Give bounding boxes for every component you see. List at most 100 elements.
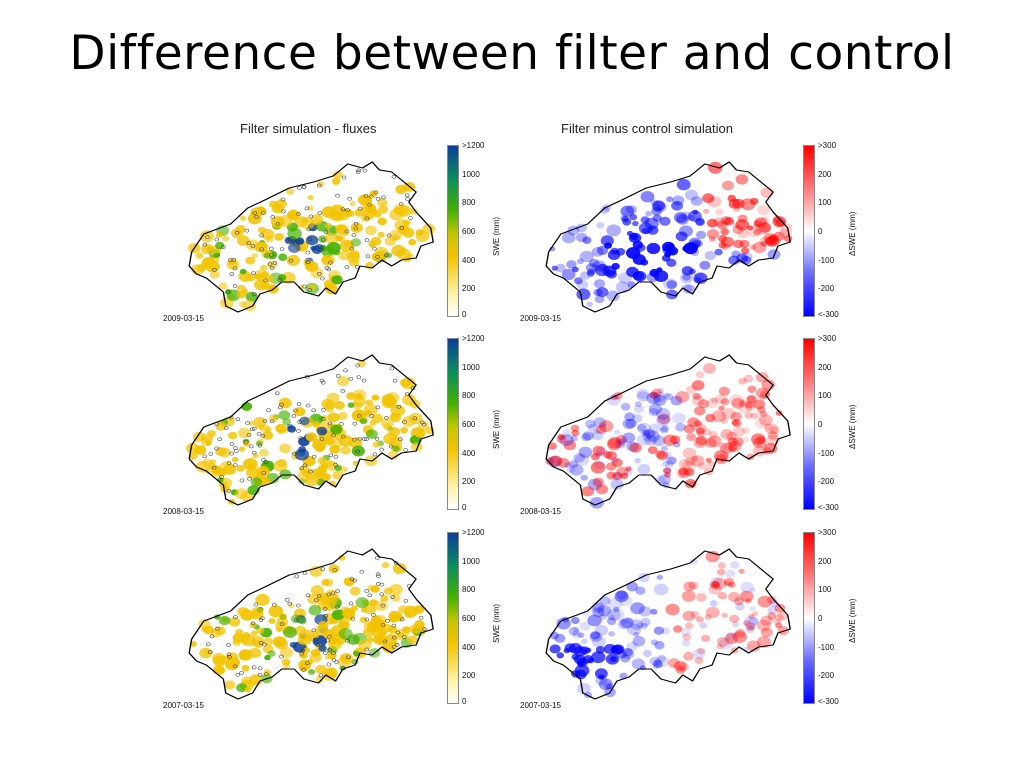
station-marker (305, 593, 311, 598)
map-shading-patch (632, 636, 646, 647)
map-shading-patch (566, 466, 576, 474)
map-shading-patch (620, 472, 629, 480)
station-marker (375, 196, 381, 201)
map-shading-patch (277, 274, 287, 282)
map-shading-patch (582, 431, 594, 441)
map-shading-patch (606, 394, 621, 406)
map-shading-patch (705, 413, 716, 423)
map-shading-patch (716, 636, 730, 647)
map-shading-patch (723, 577, 735, 587)
station-marker (302, 571, 308, 576)
colorbar-tick-label: 800 (462, 585, 476, 595)
map-shading-patch (651, 388, 662, 398)
map-shading-patch (676, 178, 691, 191)
map-shading-patch (594, 624, 609, 636)
map-shading-patch (605, 653, 620, 665)
station-marker (321, 417, 326, 421)
map-shading-patch (377, 217, 387, 226)
station-marker (348, 376, 353, 381)
map-shading-patch (591, 247, 604, 257)
map-shading-patch (663, 451, 672, 459)
map-shading-patch (687, 417, 700, 428)
map-shading-patch (694, 656, 704, 664)
map-shading-patch (620, 205, 635, 217)
map-shading-patch (616, 590, 628, 600)
station-marker (355, 449, 360, 454)
station-marker (336, 374, 341, 378)
map-shading-patch (686, 433, 697, 442)
map-shading-patch (351, 445, 365, 457)
map-shading-patch (660, 445, 668, 452)
colorbar-tick-label: 200 (462, 671, 476, 681)
map-shading-patch (738, 377, 747, 385)
map-shading-patch (286, 188, 295, 195)
map-shading-patch (614, 590, 629, 603)
map-shading-patch (640, 430, 648, 436)
map-shading-patch (689, 557, 698, 565)
map-shading-patch (720, 429, 734, 440)
map-shading-patch (664, 460, 674, 468)
station-marker (355, 363, 360, 368)
station-marker (327, 647, 333, 652)
station-marker (394, 642, 400, 647)
map-shading-patch (642, 649, 652, 657)
map-shading-patch (276, 458, 287, 468)
map-shading-patch (610, 608, 625, 621)
map-shading-patch (614, 429, 621, 435)
map-shading-patch (742, 436, 750, 442)
station-marker (301, 667, 306, 672)
station-marker (385, 618, 390, 623)
map-shading-patch (625, 617, 634, 624)
map-shading-patch (309, 565, 323, 577)
map-shading-patch (359, 418, 368, 425)
map-shading-patch (695, 371, 705, 379)
station-marker (260, 433, 266, 438)
map-shading-patch (606, 290, 620, 302)
station-marker (263, 278, 268, 283)
map-shading-patch (753, 220, 762, 227)
map-shading-patch (661, 254, 671, 262)
station-marker (335, 193, 340, 198)
map-shading-patch (773, 618, 782, 625)
station-marker (341, 175, 347, 180)
station-marker (391, 174, 397, 179)
station-marker (308, 469, 313, 474)
map-shading-patch (675, 423, 686, 432)
map-shading-patch (780, 223, 792, 235)
station-marker (261, 471, 266, 475)
map-shading-patch (649, 391, 659, 399)
colorbar-tick-label: -100 (818, 448, 835, 458)
map-shading-patch (308, 669, 316, 675)
colorbar-tick-label: 0 (818, 614, 823, 623)
map-shading-patch (711, 581, 720, 588)
map-shading-patch (215, 232, 223, 238)
station-marker (352, 578, 358, 583)
colorbar-axis-label: SWE (mm) (492, 409, 501, 449)
map-shading-patch (205, 440, 212, 446)
map-shading-patch (324, 667, 338, 679)
map-shading-patch (711, 410, 727, 423)
map-shading-patch (743, 374, 754, 383)
map-shading-patch (381, 562, 390, 569)
station-marker (233, 463, 238, 468)
station-marker (250, 621, 256, 626)
map-shading-patch (596, 287, 609, 298)
map-shading-patch (226, 652, 239, 662)
map-shading-patch (602, 451, 612, 459)
map-shading-patch (649, 268, 660, 277)
station-marker (232, 266, 238, 271)
map-shading-patch (715, 208, 724, 216)
map-shading-patch (241, 637, 250, 645)
map-shading-patch (337, 411, 348, 420)
map-shading-patch (684, 467, 695, 477)
station-marker (287, 601, 292, 606)
map-shading-patch (754, 417, 768, 429)
map-shading-patch (260, 264, 268, 271)
station-marker (320, 276, 325, 281)
station-marker (269, 246, 274, 251)
map-shading-patch (728, 255, 740, 265)
map-shading-patch (582, 236, 592, 244)
map-shading-patch (382, 642, 395, 653)
map-shading-patch (649, 656, 661, 666)
switzerland-difference-map (545, 354, 791, 509)
